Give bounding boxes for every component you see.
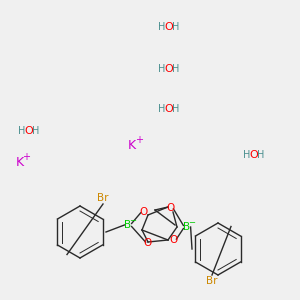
Text: O: O [164,104,173,115]
Text: +: + [135,135,142,145]
Text: O: O [144,238,152,248]
Text: H: H [158,64,165,74]
Text: H: H [257,149,264,160]
Text: H: H [18,125,26,136]
Text: H: H [32,125,39,136]
Text: H: H [243,149,250,160]
Text: O: O [167,203,175,213]
Text: H: H [158,104,165,115]
Text: O: O [164,64,173,74]
Text: H: H [172,64,179,74]
Text: H: H [172,104,179,115]
Text: O: O [139,207,147,217]
Text: Br: Br [206,276,218,286]
Text: Br: Br [97,193,109,203]
Text: H: H [158,22,165,32]
Text: K: K [15,155,24,169]
Text: K: K [128,139,136,152]
Text: O: O [249,149,258,160]
Text: O: O [164,22,173,32]
Text: −: − [129,216,136,225]
Text: H: H [172,22,179,32]
Text: +: + [22,152,30,162]
Text: O: O [170,235,178,245]
Text: B: B [183,222,190,232]
Text: −: − [188,218,195,227]
Text: B: B [124,220,132,230]
Text: O: O [24,125,33,136]
